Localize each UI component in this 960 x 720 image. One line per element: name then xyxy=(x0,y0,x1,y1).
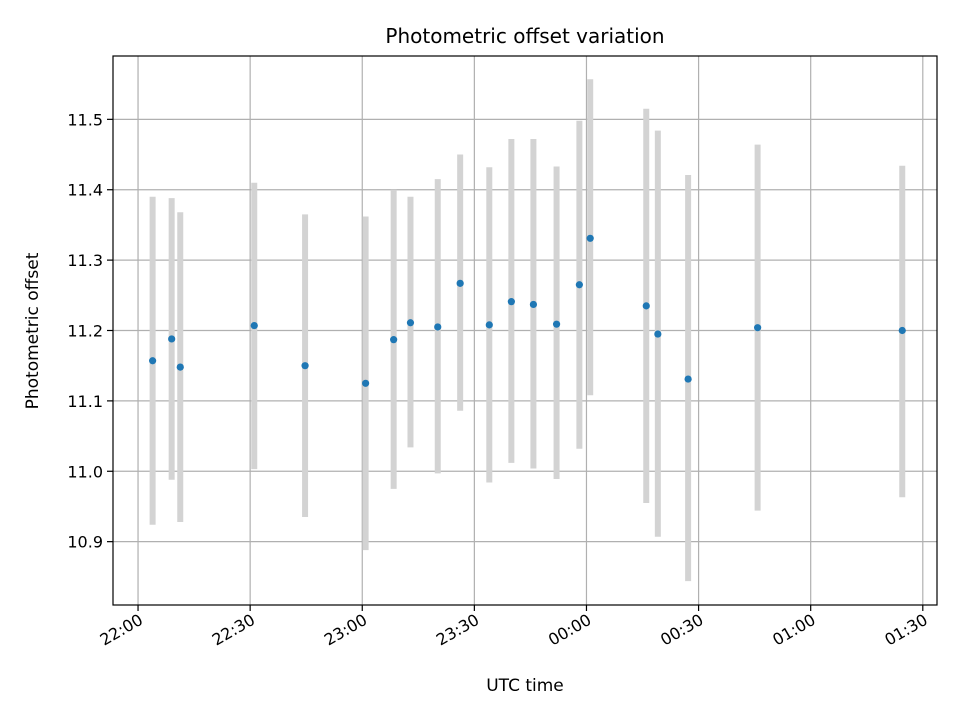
data-point xyxy=(586,234,594,242)
y-axis-label: Photometric offset xyxy=(23,252,43,409)
data-point xyxy=(362,379,370,387)
data-point xyxy=(176,363,184,371)
data-point xyxy=(654,330,662,338)
grid xyxy=(113,56,937,605)
y-tick-label: 11.3 xyxy=(67,251,103,270)
data-point xyxy=(898,326,906,335)
data-points xyxy=(149,234,906,387)
y-axis-ticks: 10.9 11.0 11.1 11.2 11.3 11.4 11.5 xyxy=(67,110,113,552)
y-tick-label: 11.0 xyxy=(67,462,103,481)
data-point xyxy=(507,298,515,306)
data-point xyxy=(485,321,493,329)
x-axis-label: UTC time xyxy=(486,676,564,696)
data-point xyxy=(552,320,561,328)
data-point xyxy=(529,300,538,309)
y-tick-label: 11.4 xyxy=(67,181,103,200)
data-point xyxy=(456,279,464,287)
data-point xyxy=(434,323,442,331)
y-tick-label: 11.2 xyxy=(67,322,103,341)
data-point xyxy=(642,302,650,310)
data-point xyxy=(754,324,762,332)
data-point xyxy=(684,375,692,383)
data-point xyxy=(575,281,583,289)
data-point xyxy=(168,335,176,343)
y-tick-label: 10.9 xyxy=(67,533,103,552)
data-point xyxy=(250,321,258,330)
y-tick-label: 11.5 xyxy=(67,110,103,129)
chart-title: Photometric offset variation xyxy=(385,24,664,48)
data-point xyxy=(390,336,398,344)
data-point xyxy=(406,319,415,327)
data-point xyxy=(149,357,157,365)
data-point xyxy=(301,362,309,370)
y-tick-label: 11.1 xyxy=(67,392,103,411)
